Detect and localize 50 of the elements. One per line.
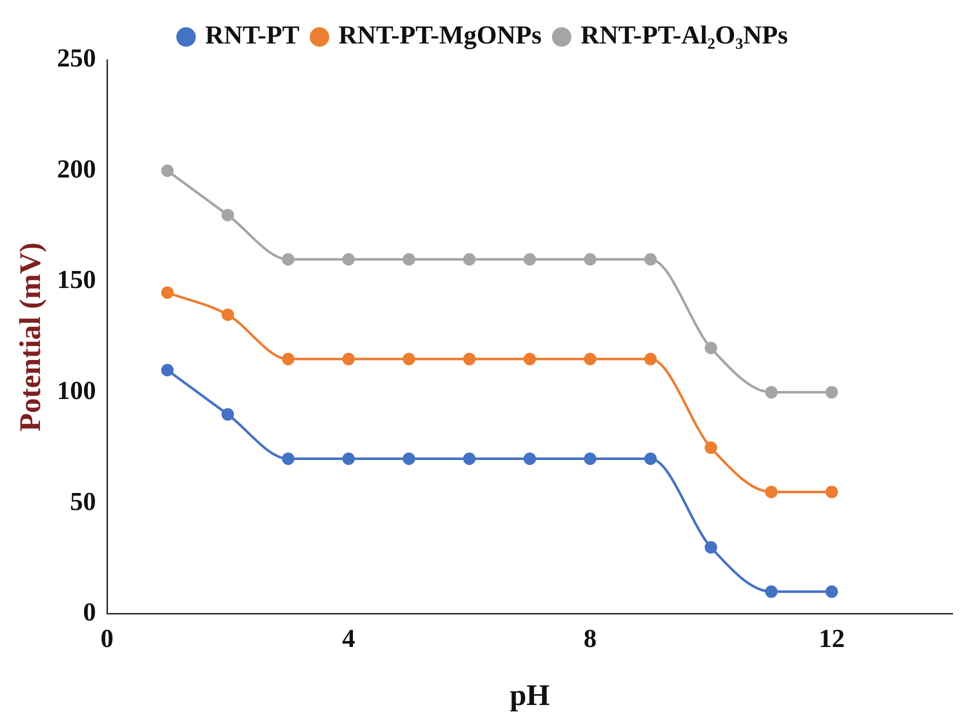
legend-label: RNT-PT-Al₂O₃NPs xyxy=(580,20,788,50)
point xyxy=(765,585,778,598)
y-tick-label: 0 xyxy=(83,598,96,627)
point xyxy=(524,352,536,366)
y-axis-title: Potential (mV) xyxy=(14,242,47,432)
point xyxy=(463,352,476,366)
point xyxy=(222,408,234,421)
point xyxy=(282,253,294,266)
point xyxy=(161,164,174,178)
x-tick-label: 12 xyxy=(818,624,845,654)
point xyxy=(161,364,174,376)
point xyxy=(161,286,174,299)
point xyxy=(402,352,416,366)
y-tick-label: 100 xyxy=(57,376,96,405)
point xyxy=(584,253,596,266)
y-tick-label: 50 xyxy=(70,486,96,516)
point xyxy=(282,352,294,366)
point xyxy=(222,308,234,321)
point xyxy=(342,253,355,266)
x-tick-label: 4 xyxy=(342,624,356,654)
point xyxy=(524,253,536,266)
point xyxy=(704,342,718,354)
point xyxy=(765,386,778,399)
legend-label: RNT-PT-MgONPs xyxy=(338,20,542,50)
point xyxy=(704,541,718,554)
legend-label: RNT-PT xyxy=(205,20,300,50)
point xyxy=(463,452,476,465)
point xyxy=(222,208,234,222)
point xyxy=(463,253,476,266)
point xyxy=(644,253,657,266)
y-tick-label: 200 xyxy=(57,154,96,184)
point xyxy=(584,452,596,465)
point xyxy=(765,486,778,498)
point xyxy=(584,352,596,366)
x-tick-label: 8 xyxy=(584,624,597,654)
point xyxy=(644,352,657,366)
y-tick-label: 250 xyxy=(57,44,96,73)
point xyxy=(402,253,416,266)
point xyxy=(342,452,355,465)
point xyxy=(825,585,838,598)
point xyxy=(342,352,355,366)
point xyxy=(704,441,718,454)
point xyxy=(825,486,838,498)
y-tick-label: 150 xyxy=(57,265,96,294)
x-axis-title: pH xyxy=(510,678,550,712)
point xyxy=(825,386,838,399)
point xyxy=(282,452,294,465)
point xyxy=(524,452,536,465)
point xyxy=(402,452,416,465)
point xyxy=(644,452,657,465)
